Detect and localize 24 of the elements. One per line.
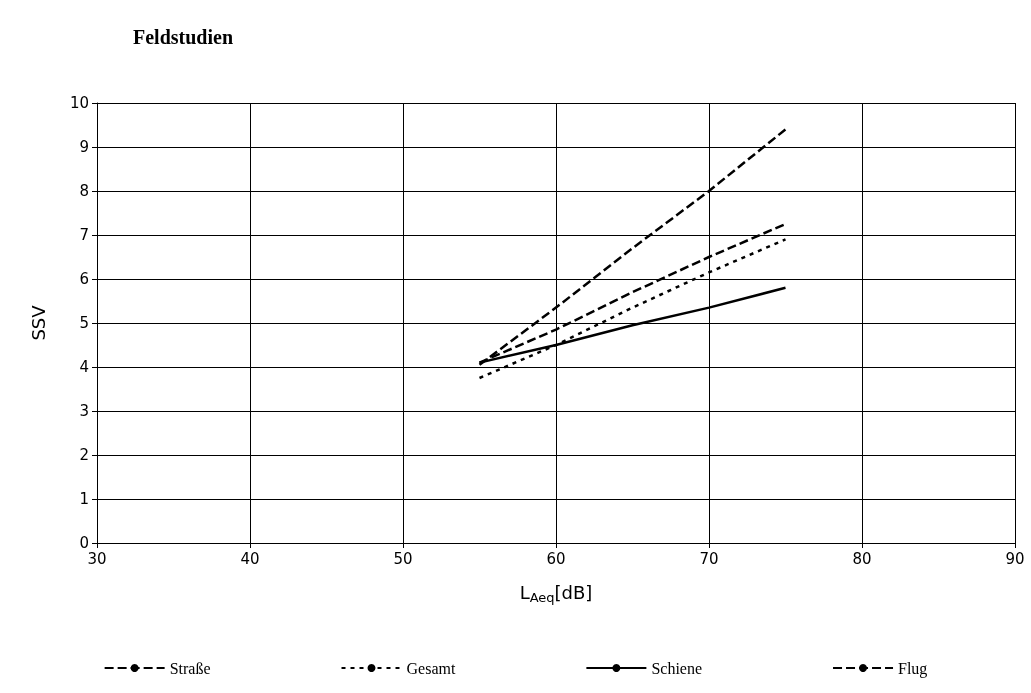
x-tick-label: 50 [393, 549, 413, 568]
legend-label: Schiene [651, 659, 703, 677]
x-tick-label: 80 [852, 549, 872, 568]
x-tick-label: 90 [1005, 549, 1025, 568]
y-tick-label: 2 [79, 446, 89, 464]
y-tick-label: 4 [79, 358, 89, 376]
x-tick-label: 30 [87, 549, 107, 568]
y-axis-title: SSV [27, 304, 49, 341]
y-tick-label: 8 [79, 182, 89, 200]
legend-label: Gesamt [406, 659, 456, 677]
y-tick-label: 9 [79, 138, 89, 156]
y-tick-label: 7 [79, 226, 89, 244]
legend-label: Flug [898, 659, 928, 678]
legend-label: Straße [169, 659, 211, 677]
y-tick-label: 0 [79, 534, 89, 552]
x-tick-label: 70 [699, 549, 719, 568]
y-tick-label: 10 [69, 94, 89, 112]
y-tick-label: 5 [79, 314, 89, 332]
y-tick-label: 3 [79, 402, 89, 420]
x-tick-label: 40 [240, 549, 260, 568]
y-tick-label: 1 [79, 490, 89, 508]
x-tick-label: 60 [546, 549, 566, 568]
chart-title: Feldstudien [133, 26, 234, 48]
y-tick-label: 6 [79, 270, 89, 288]
